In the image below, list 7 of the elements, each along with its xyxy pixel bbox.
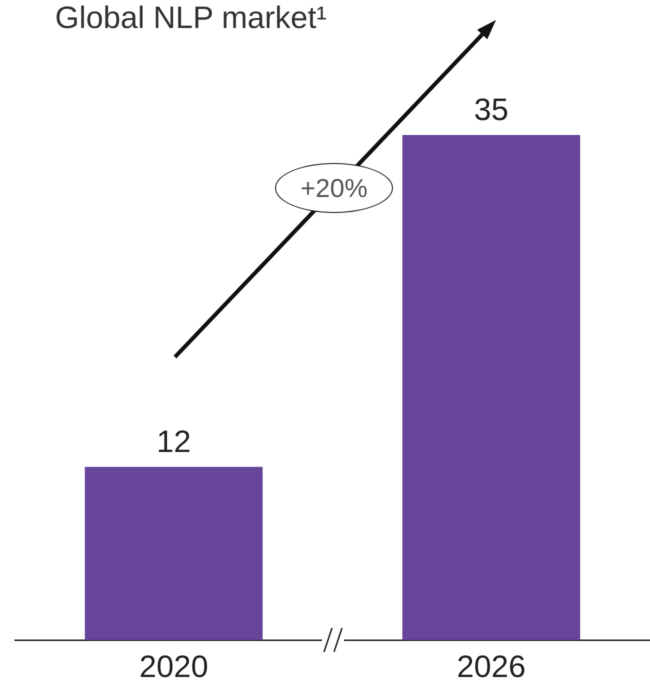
annotation: +20%	[300, 172, 368, 204]
chart-title: Global NLP market¹	[55, 0, 327, 36]
data-label: 35	[474, 92, 508, 128]
x-tick-label: 2020	[139, 649, 208, 684]
data-label: 12	[156, 424, 191, 459]
x-tick-label: 2026	[456, 649, 526, 684]
ellipse-outline: +20%	[275, 163, 393, 213]
